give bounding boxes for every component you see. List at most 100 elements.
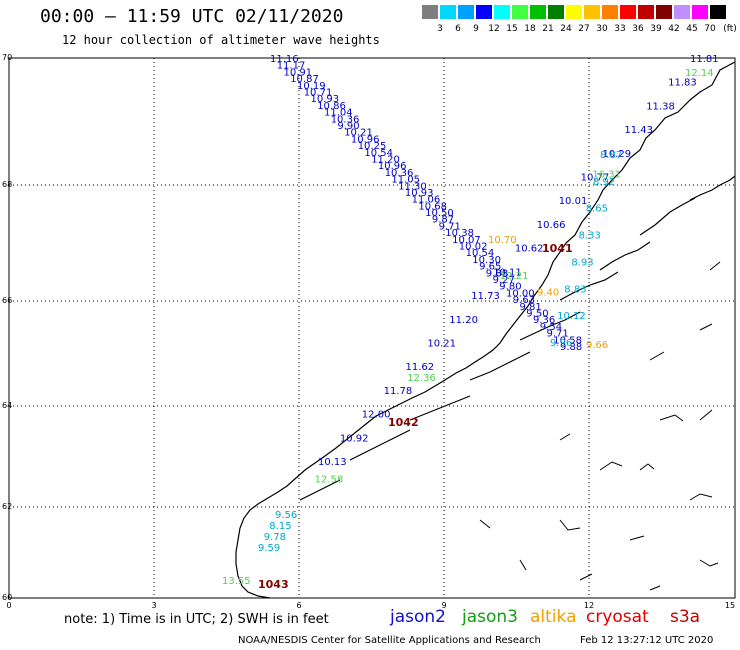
legend-altika: altika (530, 607, 577, 627)
wave-height-label: 10.54 (466, 248, 495, 259)
wave-height-label: 9.96 (550, 338, 572, 349)
pressure-label: 1041 (542, 242, 573, 255)
pressure-label: 1042 (388, 416, 419, 429)
wave-height-label: 9.54 (540, 322, 562, 333)
wave-height-label: 9.90 (337, 121, 359, 132)
colorbar-label: 18 (524, 24, 536, 34)
colorbar-swatch (620, 5, 636, 19)
colorbar-label: 42 (668, 24, 680, 34)
wave-height-label: 9.50 (526, 309, 548, 320)
wave-height-label: 9.63 (513, 295, 535, 306)
wave-height-label: 11.20 (371, 155, 400, 166)
pressure-labels: 1041 1042 1043 (258, 242, 573, 591)
wave-height-label: 8.93 (571, 257, 593, 268)
wave-height-label: 8.33 (579, 231, 601, 242)
track-labels: 11.1611.1710.9110.8710.1910.7110.9310.86… (222, 54, 719, 587)
lat-tick-64: 64 (2, 401, 12, 410)
wave-height-label: 11.05 (391, 175, 420, 186)
wave-height-label: 12.14 (685, 68, 714, 79)
wave-height-label: 10.93 (405, 188, 434, 199)
lon-tick-labels: 0 3 6 9 12 15 (6, 601, 735, 610)
wave-height-label: 11.83 (668, 78, 697, 89)
pressure-label: 1043 (258, 578, 289, 591)
wave-height-label: 10.21 (344, 128, 373, 139)
lat-tick-66: 66 (2, 296, 12, 305)
wave-height-label: 10.92 (340, 433, 369, 444)
wave-height-label: 11.38 (646, 101, 675, 112)
wave-height-label: 11.81 (690, 54, 719, 65)
lon-tick-15: 15 (725, 601, 735, 610)
colorbar-swatch (494, 5, 510, 19)
wave-height-label: 9.27 (493, 275, 515, 286)
wave-height-label: 11.43 (624, 125, 653, 136)
wave-height-label: 12.36 (407, 373, 436, 384)
colorbar-swatch (512, 5, 528, 19)
wave-height-label: 10.25 (358, 141, 387, 152)
wave-height-label: 10.13 (318, 457, 347, 468)
wave-height-label: 9.66 (586, 340, 608, 351)
colorbar-label: 6 (455, 24, 461, 34)
wave-height-label: 9.71 (547, 329, 569, 340)
map-subtitle: 12 hour collection of altimeter wave hei… (62, 33, 380, 47)
wave-height-label: 9.40 (537, 288, 559, 299)
lon-tick-3: 3 (151, 601, 156, 610)
wave-height-label: 13.55 (222, 576, 251, 587)
colorbar-swatch (476, 5, 492, 19)
coastline (235, 61, 736, 599)
lon-tick-6: 6 (296, 601, 301, 610)
colorbar-swatch (602, 5, 618, 19)
wave-height-label: 9.36 (533, 315, 555, 326)
colorbar-swatch (638, 5, 654, 19)
wave-height-label: 12.21 (500, 271, 529, 282)
colorbar-swatch (710, 5, 726, 19)
wave-height-label: 9.88 (486, 268, 508, 279)
wave-height-label: 10.62 (515, 244, 544, 255)
colorbar-label: 24 (560, 24, 572, 34)
lat-tick-60: 60 (2, 593, 12, 602)
wave-height-label: 10.54 (364, 148, 393, 159)
wave-height-label: 8.83 (564, 284, 586, 295)
wave-height-label: 10.96 (378, 161, 407, 172)
lon-tick-9: 9 (441, 601, 446, 610)
wave-height-label: 10.68 (418, 201, 447, 212)
wave-height-label: 10.91 (284, 67, 313, 78)
wave-height-label: 16.31 (592, 170, 621, 181)
wave-height-label: 10.07 (452, 235, 481, 246)
legend-cryosat: cryosat (586, 607, 649, 627)
wave-height-label: 8.92 (593, 177, 615, 188)
wave-height-label: 9.81 (520, 302, 542, 313)
wave-height-label: 10.58 (553, 335, 582, 346)
wave-height-label: 10.11 (493, 267, 522, 278)
wave-height-label: 8.65 (586, 204, 608, 215)
wave-height-label: 9.56 (275, 510, 297, 521)
wave-height-label: 9.88 (560, 342, 582, 353)
wave-height-label: 9.87 (432, 215, 454, 226)
wave-height-label: 10.71 (304, 88, 333, 99)
colorbar-swatch (548, 5, 564, 19)
lat-tick-62: 62 (2, 502, 12, 511)
wave-height-label: 9.78 (264, 532, 286, 543)
colorbar-label: 36 (632, 24, 644, 34)
lat-tick-labels: 70 68 66 64 62 60 (2, 53, 12, 602)
wave-height-label: 11.30 (398, 181, 427, 192)
legend-jason2: jason2 (390, 607, 446, 627)
colorbar-swatch (440, 5, 456, 19)
colorbar-swatch (674, 5, 690, 19)
wave-height-label: 10.87 (290, 74, 319, 85)
wave-height-label: 12.00 (362, 410, 391, 421)
colorbar-label: 33 (614, 24, 626, 34)
colorbar-swatch (566, 5, 582, 19)
colorbar-swatch (422, 5, 438, 19)
wave-height-label: 10.02 (459, 242, 488, 253)
wave-height-label: 10.93 (311, 94, 340, 105)
colorbar-label: 3 (437, 24, 443, 34)
wave-height-label: 10.77 (581, 173, 610, 184)
colorbar-swatch (458, 5, 474, 19)
colorbar-label: 45 (686, 24, 698, 34)
colorbar-label: 21 (542, 24, 554, 34)
wave-height-label: 8.87 (600, 150, 622, 161)
wave-height-label: 11.06 (412, 195, 441, 206)
wave-height-label: 8.15 (269, 521, 291, 532)
colorbar-label: 70 (704, 24, 716, 34)
wave-height-label: 11.16 (270, 54, 299, 65)
